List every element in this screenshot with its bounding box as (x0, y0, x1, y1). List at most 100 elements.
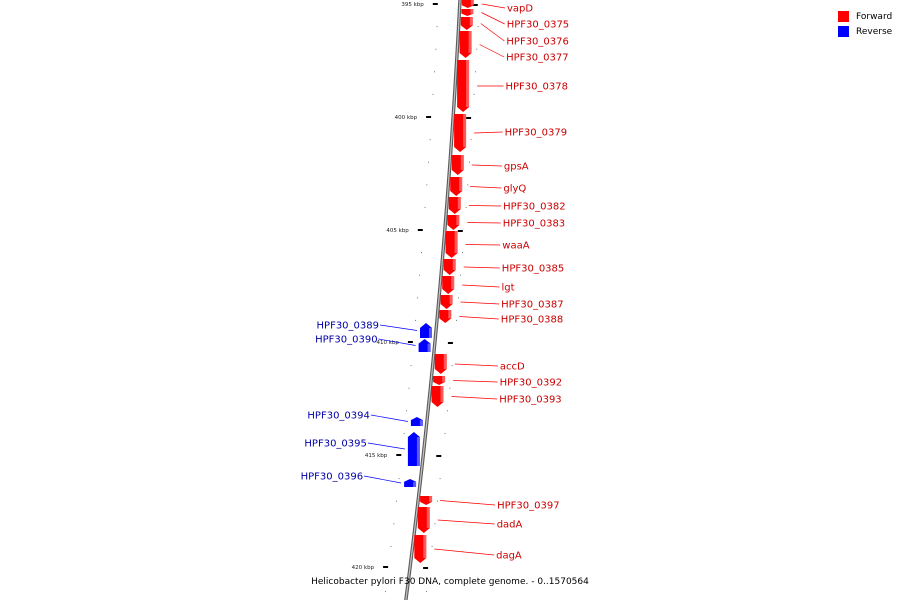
gene-label: HPF30_0396 (301, 472, 363, 483)
gene-label: HPF30_0388 (501, 315, 563, 326)
gene-HPF30_0395: HPF30_0395 (304, 432, 420, 466)
ruler-minor-tick (431, 545, 433, 547)
ruler-major-tick (423, 567, 429, 569)
gene-shade (466, 60, 470, 107)
gene-arrow (433, 376, 446, 385)
gene-arrow (420, 496, 433, 505)
ruler-major-tick (426, 116, 432, 118)
gene-arrow (442, 276, 455, 294)
gene-label: HPF30_0376 (506, 37, 568, 48)
gene-label: dagA (496, 551, 522, 562)
gene-label: gpsA (504, 162, 529, 173)
gene-HPF30_0396: HPF30_0396 (301, 472, 417, 487)
gene-label: HPF30_0387 (501, 300, 563, 311)
gene-arrow (431, 386, 444, 407)
genome-backbone-highlight (405, 0, 461, 600)
gene-leader (468, 205, 502, 207)
gene-arrow (454, 114, 467, 152)
ruler: 395 kbp 400 kbp 405 kbp 410 kbp 415 kbp 420 k… (352, 2, 479, 593)
ruler-minor-tick (435, 48, 437, 50)
gene-shade (470, 9, 474, 14)
legend-item-forward: Forward (838, 9, 892, 24)
ruler-minor-tick (437, 500, 438, 502)
gene-HPF30_0394: HPF30_0394 (307, 411, 423, 426)
gene-HPF30_0385: HPF30_0385 (443, 259, 564, 275)
gene-arrow (445, 231, 458, 258)
ruler-minor-tick (417, 297, 418, 299)
gene-label: HPF30_0389 (317, 321, 379, 332)
gene-HPF30_0387: HPF30_0387 (440, 295, 564, 311)
gene-lgt: lgt (442, 276, 515, 294)
ruler-minor-tick (428, 161, 429, 163)
gene-shade (459, 177, 463, 191)
gene-arrow (460, 17, 473, 30)
gene-shade (413, 481, 417, 487)
gene-arrow (418, 339, 431, 352)
gene-leader (467, 222, 501, 224)
gene-dagA: dagA (414, 535, 522, 563)
map-caption: Helicobacter pylori F30 DNA, complete ge… (311, 577, 589, 587)
ruler-minor-tick (415, 319, 416, 321)
ruler-major-tick (457, 230, 463, 232)
gene-HPF30_0383: HPF30_0383 (447, 215, 565, 230)
ruler-minor-tick (426, 591, 427, 593)
gene-arrow (434, 354, 447, 374)
gene-arrow (448, 197, 461, 214)
gene-waaA: waaA (445, 231, 530, 258)
gene-HPF30_0375: HPF30_0375 (461, 9, 569, 31)
gene-label: vapD (507, 4, 533, 15)
ruler-major-tick (383, 566, 389, 568)
gene-HPF30_0379: HPF30_0379 (454, 114, 567, 152)
gene-gpsA: gpsA (451, 155, 529, 175)
gene-shade (468, 31, 472, 53)
gene-label: HPF30_0378 (506, 82, 568, 93)
gene-HPF30_0392: HPF30_0392 (433, 376, 562, 389)
ruler-minor-tick (410, 365, 412, 367)
gene-label: HPF30_0397 (497, 501, 559, 512)
gene-label: HPF30_0383 (503, 219, 565, 230)
ruler-major-tick (417, 229, 423, 231)
ruler-minor-tick (403, 432, 405, 434)
ruler-label: 410 kbp (376, 340, 399, 346)
gene-shade (442, 376, 446, 382)
legend-label-reverse: Reverse (856, 26, 893, 37)
ruler-minor-tick (390, 545, 392, 547)
gene-accD: accD (434, 354, 525, 374)
ruler-label: 395 kbp (401, 2, 424, 8)
ruler-minor-tick (429, 139, 431, 141)
gene-shade (423, 535, 427, 558)
ruler-major-tick (447, 342, 453, 344)
gene-leader (370, 414, 408, 422)
gene-leader (451, 396, 498, 400)
legend-item-reverse: Reverse (838, 24, 892, 39)
ruler-minor-tick (426, 184, 428, 186)
ruler-minor-tick (460, 274, 461, 276)
gene-HPF30_0376: HPF30_0376 (460, 17, 569, 48)
gene-leader (465, 244, 501, 246)
gene-arrow (459, 31, 472, 58)
gene-leader (440, 500, 496, 506)
gene-arrow (461, 9, 474, 16)
gene-label: HPF30_0377 (506, 53, 568, 64)
ruler-minor-tick (476, 48, 478, 50)
ruler-minor-tick (462, 252, 463, 254)
gene-leader (459, 316, 499, 320)
gene-HPF30_0397: HPF30_0397 (420, 496, 560, 512)
gene-leader (454, 363, 498, 367)
gene-label: glyQ (503, 184, 526, 195)
ruler-minor-tick (419, 274, 420, 276)
ruler-label: 405 kbp (386, 228, 409, 234)
ruler-minor-tick (477, 26, 479, 28)
ruler-minor-tick (458, 297, 459, 299)
gene-label: HPF30_0393 (499, 395, 561, 406)
gene-shade (469, 17, 473, 26)
ruler-minor-tick (434, 71, 435, 73)
gene-arrow (450, 177, 463, 196)
ruler-minor-tick (432, 93, 434, 95)
ruler-major-tick (436, 455, 442, 457)
gene-label: HPF30_0385 (502, 264, 564, 275)
gene-HPF30_0390: HPF30_0390 (315, 335, 431, 352)
gene-label: HPF30_0382 (503, 202, 565, 213)
gene-arrow (407, 432, 420, 466)
ruler-label: 400 kbp (395, 115, 418, 121)
